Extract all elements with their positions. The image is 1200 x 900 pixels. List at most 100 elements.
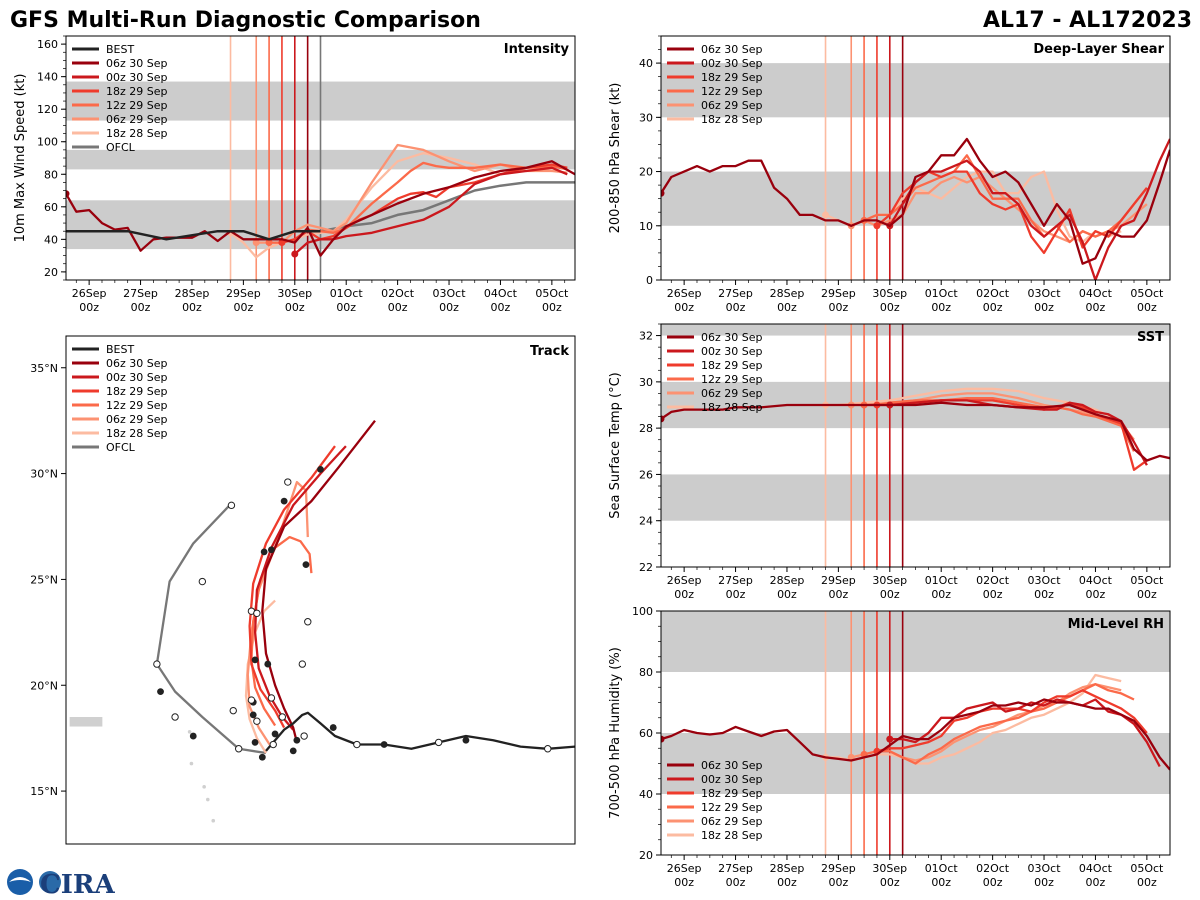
sst-legend-label-06z-30-sep: 06z 30 Sep [701,331,763,344]
shear-xtick-hour: 00z [777,301,797,314]
track-point-filled [249,711,257,719]
intensity-init-dot-00z-30-sep [291,250,299,258]
shear-xtick-hour: 00z [931,301,951,314]
intensity-init-dot-06z-30-sep [66,190,70,198]
track-legend-label-18z-28-sep: 18z 28 Sep [106,427,168,440]
sst-xtick-hour: 00z [1086,588,1106,601]
cira-logo: CIRA [7,869,115,900]
sst-xtick-label: 02Oct [976,574,1010,587]
rh-ytick-label: 60 [639,727,653,740]
track-series-18z-29-sep [248,445,336,729]
rh-series-06z-30-sep [661,698,1170,771]
sst-ytick-label: 28 [639,422,653,435]
shear-xtick-hour: 00z [880,301,900,314]
intensity-ytick-label: 60 [44,201,58,214]
track-point-filled [264,660,272,668]
shear-ytick-label: 10 [639,220,653,233]
shear-ylabel: 200-850 hPa Shear (kt) [608,83,623,234]
track-legend-label-00z-30-sep: 00z 30 Sep [106,371,168,384]
rh-xtick-label: 05Oct [1130,862,1164,875]
track-point-filled [317,465,324,473]
land-island [187,730,192,734]
track-point-open [544,745,552,753]
land-island [189,761,194,766]
sst-xtick-hour: 00z [931,588,951,601]
intensity-series-best [66,229,321,241]
sst-xtick-hour: 00z [983,588,1003,601]
shear-xtick-hour: 00z [1137,301,1157,314]
intensity-xtick-label: 28Sep [175,287,210,300]
panel-rh: 2040608010026Sep00z27Sep00z28Sep00z29Sep… [608,605,1171,889]
shear-xtick-label: 01Oct [925,287,959,300]
rh-xtick-label: 27Sep [718,862,753,875]
shear-init-dot-18z-29-sep [873,222,881,230]
rh-panel-title: Mid-Level RH [1068,617,1164,632]
panel-shear: 01020304026Sep00z27Sep00z28Sep00z29Sep00… [608,35,1171,314]
shear-legend-label-18z-28-sep: 18z 28 Sep [701,113,763,126]
shear-xtick-label: 04Oct [1079,287,1113,300]
rh-xtick-hour: 00z [983,876,1003,889]
sst-ytick-label: 22 [639,561,653,574]
intensity-legend-label-18z-28-sep: 18z 28 Sep [106,127,168,140]
rh-xtick-label: 02Oct [976,862,1010,875]
sst-xtick-hour: 00z [828,588,848,601]
track-point-open [300,732,308,740]
intensity-xtick-label: 27Sep [123,287,158,300]
intensity-xtick-label: 30Sep [277,287,312,300]
rh-xtick-hour: 00z [1034,876,1054,889]
shear-xtick-label: 27Sep [718,287,753,300]
track-point-filled [189,732,197,740]
land-island [202,785,206,789]
track-point-open [253,717,261,725]
intensity-legend-label-06z-29-sep: 06z 29 Sep [106,113,168,126]
track-legend-label-18z-29-sep: 18z 29 Sep [106,385,168,398]
intensity-legend-label-12z-29-sep: 12z 29 Sep [106,99,168,112]
shear-ytick-label: 40 [639,57,653,70]
track-series-00z-30-sep [253,445,347,731]
rh-xtick-hour: 00z [828,876,848,889]
cira-logo-text: CIRA [40,870,115,900]
sst-xtick-label: 04Oct [1079,574,1113,587]
sst-band [661,474,1170,521]
shear-xtick-label: 02Oct [976,287,1010,300]
track-point-filled [462,736,470,744]
intensity-xtick-label: 02Oct [381,287,415,300]
shear-legend-label-06z-29-sep: 06z 29 Sep [701,99,763,112]
intensity-xtick-hour: 00z [491,301,511,314]
intensity-init-dot-06z-29-sep [252,239,260,247]
rh-init-dot-00z-30-sep [886,735,894,743]
rh-xtick-hour: 00z [1086,876,1106,889]
sst-plot-area [661,324,1170,567]
page-title: GFS Multi-Run Diagnostic Comparison [10,8,481,33]
rh-init-dot-06z-30-sep [661,735,665,743]
shear-xtick-label: 30Sep [872,287,907,300]
track-series-best [265,711,575,752]
intensity-xtick-label: 01Oct [330,287,364,300]
shear-xtick-label: 05Oct [1130,287,1164,300]
track-frame [65,335,576,845]
track-point-open [278,713,287,721]
intensity-ytick-label: 80 [44,168,58,181]
sst-series-06z-30-sep [661,401,1170,462]
rh-xtick-label: 01Oct [925,862,959,875]
shear-band [661,171,1170,226]
rh-xtick-label: 03Oct [1028,862,1062,875]
land-island [211,818,216,823]
intensity-xtick-label: 04Oct [484,287,518,300]
sst-series-12z-29-sep [864,396,1136,452]
shear-band [661,63,1170,118]
rh-ylabel: 700-500 hPa Humidity (%) [608,647,623,819]
shear-xtick-label: 03Oct [1028,287,1062,300]
track-point-filled [271,730,279,738]
rh-legend-label-06z-30-sep: 06z 30 Sep [701,759,763,772]
rh-ytick-label: 20 [639,849,653,862]
land-island [205,797,210,802]
sst-xtick-label: 30Sep [872,574,907,587]
shear-legend-label-00z-30-sep: 00z 30 Sep [701,57,763,70]
intensity-ytick-label: 100 [37,136,58,149]
track-point-filled [157,688,164,695]
